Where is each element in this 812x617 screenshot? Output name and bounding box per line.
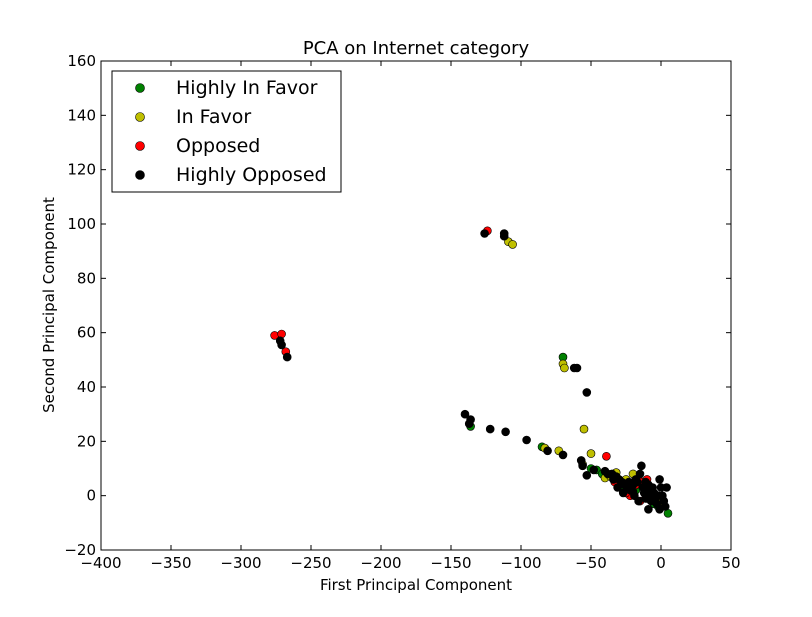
data-point xyxy=(460,409,470,419)
data-point xyxy=(543,446,552,456)
x-tick-label: 50 xyxy=(721,554,740,572)
data-point xyxy=(558,450,568,460)
legend-label: Opposed xyxy=(176,135,260,157)
x-tick-label: −250 xyxy=(290,554,331,572)
data-point xyxy=(631,475,641,484)
x-tick-label: 0 xyxy=(656,554,666,572)
y-tick-label: −20 xyxy=(64,541,96,559)
data-point xyxy=(609,475,618,484)
y-axis-ticks: −20 0 20 40 60 80 100 120 140 160 xyxy=(64,52,731,559)
data-point xyxy=(508,240,517,249)
y-tick-label: 80 xyxy=(77,269,96,287)
y-tick-label: 160 xyxy=(67,52,96,70)
x-tick-label: −100 xyxy=(500,554,541,572)
data-point xyxy=(464,419,474,429)
x-tick-label: −350 xyxy=(150,554,191,572)
data-point xyxy=(586,449,596,458)
legend-label: Highly Opposed xyxy=(176,164,327,186)
data-point xyxy=(582,470,592,480)
data-point xyxy=(560,363,569,373)
legend-marker xyxy=(135,170,145,180)
y-tick-label: 120 xyxy=(67,161,96,179)
x-tick-label: −150 xyxy=(430,554,471,572)
data-point xyxy=(603,469,613,479)
data-point xyxy=(499,231,509,241)
x-tick-label: −400 xyxy=(80,554,121,572)
data-point xyxy=(655,504,664,514)
chart-title: PCA on Internet category xyxy=(303,38,530,59)
data-point xyxy=(501,427,510,437)
series-3-points xyxy=(275,229,671,514)
data-point xyxy=(655,475,664,484)
data-point xyxy=(282,352,292,362)
data-point xyxy=(613,483,622,492)
y-tick-label: 140 xyxy=(67,106,96,124)
legend-marker xyxy=(135,141,145,151)
data-point xyxy=(637,461,646,471)
data-point xyxy=(589,465,599,475)
x-axis-label: First Principal Component xyxy=(320,576,512,594)
plot-frame xyxy=(100,60,732,551)
data-point xyxy=(644,504,653,514)
data-point xyxy=(582,388,592,397)
legend-label: In Favor xyxy=(176,106,251,128)
y-tick-label: 40 xyxy=(77,378,96,396)
data-point xyxy=(522,435,531,445)
legend: Highly In Favor In Favor Opposed Highly Opp… xyxy=(111,70,342,193)
data-point xyxy=(602,451,611,461)
legend-marker xyxy=(135,83,145,93)
y-tick-label: 20 xyxy=(77,432,96,450)
data-point xyxy=(618,488,628,498)
data-point xyxy=(578,461,587,471)
data-point xyxy=(579,424,589,434)
data-point xyxy=(634,496,643,506)
x-tick-label: −300 xyxy=(220,554,261,572)
legend-frame xyxy=(111,70,342,193)
data-point xyxy=(277,340,286,350)
data-point xyxy=(572,363,582,373)
data-points xyxy=(270,226,673,518)
legend-label: Highly In Favor xyxy=(176,77,318,99)
data-point xyxy=(662,483,671,492)
x-tick-label: −200 xyxy=(360,554,401,572)
data-point xyxy=(480,229,489,238)
x-axis-ticks: −400 −350 −300 −250 −200 −150 −100 −50 0 50 xyxy=(80,61,741,572)
y-tick-label: 60 xyxy=(77,324,96,342)
legend-marker xyxy=(135,112,145,122)
y-axis-label: Second Principal Component xyxy=(40,197,58,413)
y-tick-label: 100 xyxy=(67,215,96,233)
data-point xyxy=(485,424,495,434)
x-tick-label: −50 xyxy=(575,554,607,572)
y-tick-label: 0 xyxy=(86,487,96,505)
data-point xyxy=(641,477,650,487)
